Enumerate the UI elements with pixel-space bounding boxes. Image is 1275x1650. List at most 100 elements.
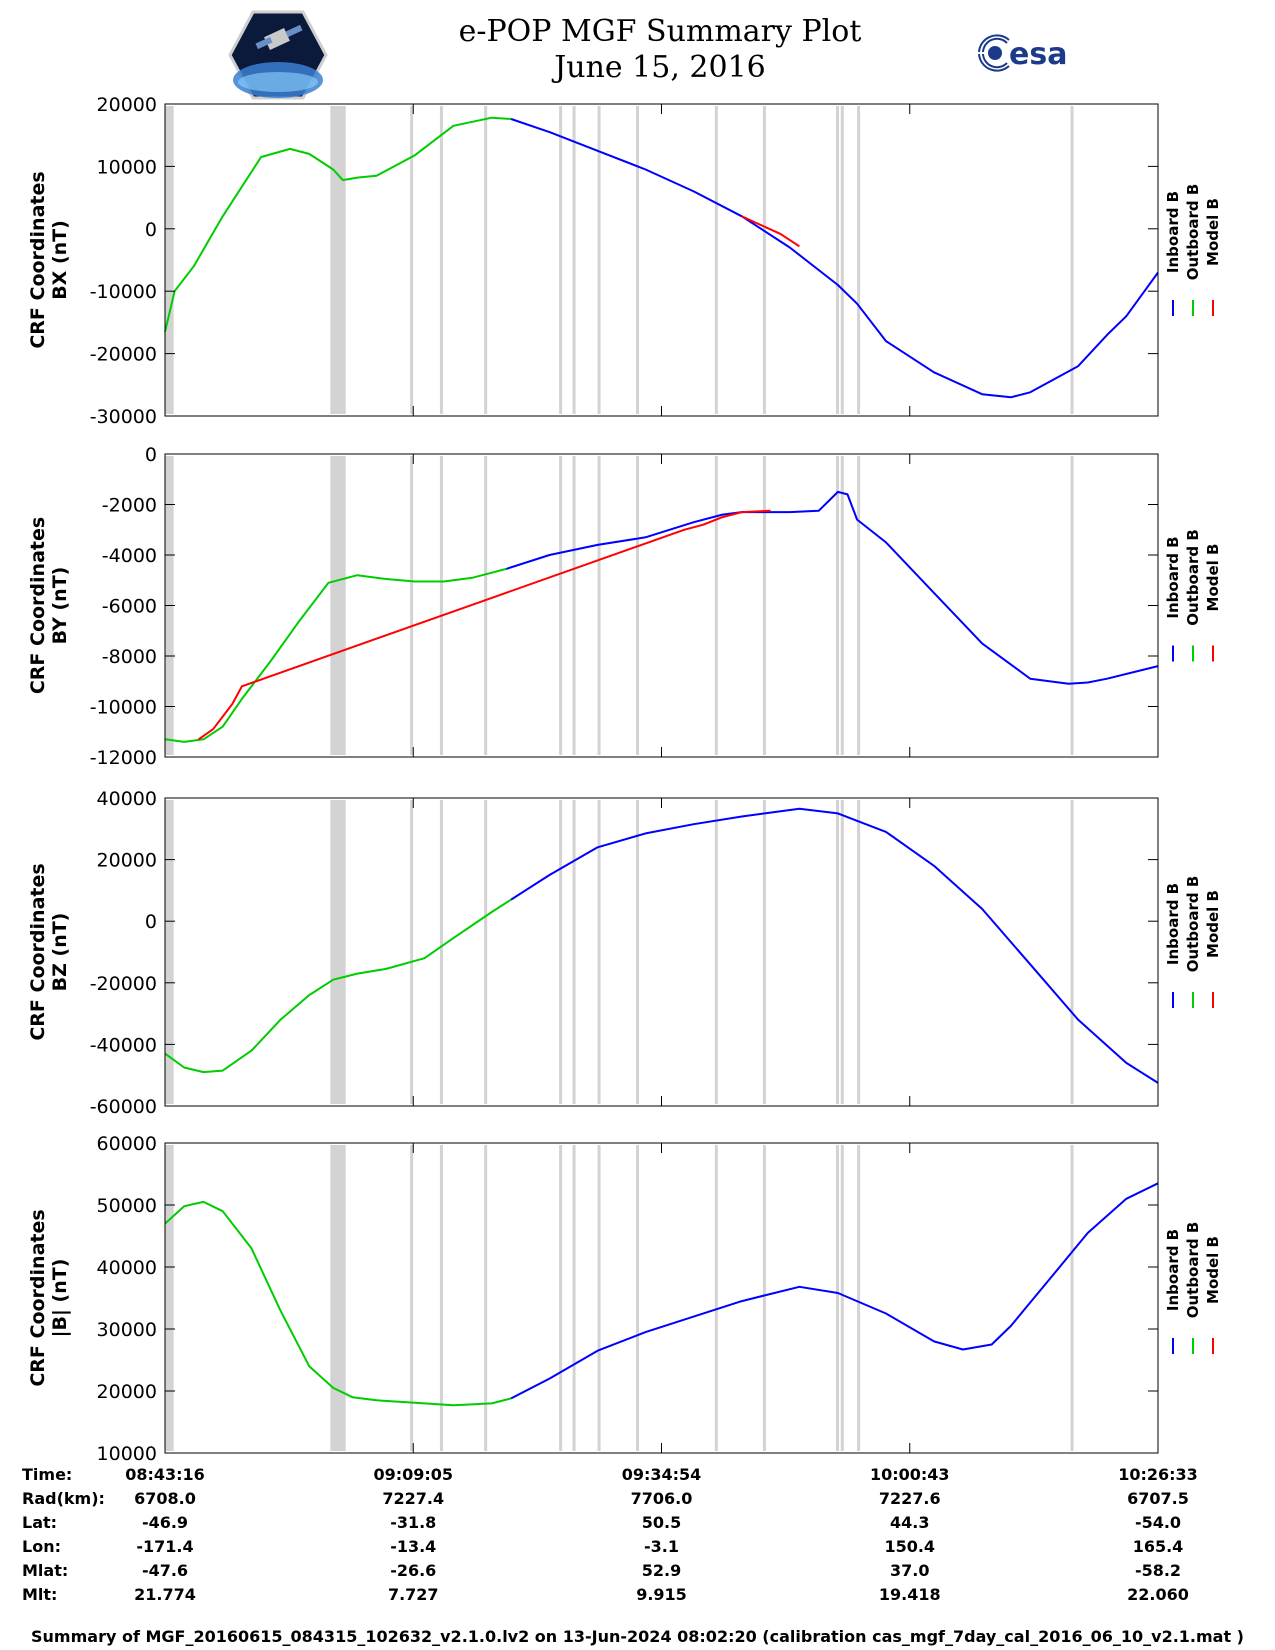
legend-label: Outboard B bbox=[1184, 1222, 1202, 1319]
plot-frame bbox=[164, 1142, 1159, 1454]
orbit-table-cell: 09:09:05 bbox=[373, 1465, 453, 1484]
data-gap-band bbox=[835, 800, 839, 1104]
orbit-table: Time: Rad(km): Lat: Lon: Mlat: Mlt: 08:43:16 67… bbox=[22, 1465, 1198, 1604]
data-gap-band bbox=[165, 800, 174, 1104]
data-gap-band bbox=[559, 456, 563, 755]
data-gap-band bbox=[597, 800, 601, 1104]
footer-note: Summary of MGF_20160615_084315_102632_v2… bbox=[31, 1627, 1244, 1646]
data-gap-band bbox=[410, 106, 414, 414]
data-gap-band bbox=[762, 800, 766, 1104]
series-line-inboard-b bbox=[505, 490, 1159, 685]
legend-label: Model B bbox=[1204, 198, 1222, 266]
y-tick-label: -40000 bbox=[90, 1034, 157, 1056]
y-tick-label: -2000 bbox=[102, 495, 157, 517]
y-axis-label-line: CRF Coordinates bbox=[27, 863, 49, 1040]
orbit-row-label: Time: bbox=[22, 1465, 72, 1484]
chart-panel-1: -30000 -20000 -10000 0 10000 20000 CRF Coordin… bbox=[27, 94, 1159, 428]
orbit-table-cell: -46.9 bbox=[142, 1513, 188, 1532]
y-tick-label: 20000 bbox=[97, 1381, 157, 1403]
orbit-table-cell: -13.4 bbox=[390, 1537, 436, 1556]
data-gap-band bbox=[597, 106, 601, 414]
y-tick-label: 10000 bbox=[97, 1443, 157, 1465]
y-tick-label: 60000 bbox=[97, 1133, 157, 1155]
legend-label: Model B bbox=[1204, 544, 1222, 612]
data-gap-band bbox=[840, 106, 844, 414]
data-gap-band bbox=[857, 800, 861, 1104]
esa-logo: esa bbox=[975, 30, 1095, 75]
y-tick-label: -6000 bbox=[102, 596, 157, 618]
data-gap-band bbox=[762, 456, 766, 755]
y-axis-label-line: BX (nT) bbox=[49, 220, 71, 300]
data-gap-band bbox=[572, 1145, 576, 1451]
series-line-inboard-b bbox=[510, 1182, 1159, 1400]
data-gap-band bbox=[857, 106, 861, 414]
y-tick-label: 0 bbox=[145, 911, 157, 933]
y-axis-label-line: |B| (nT) bbox=[49, 1259, 71, 1338]
legend-label: Inboard B bbox=[1164, 1229, 1182, 1311]
data-gap-band bbox=[714, 106, 718, 414]
y-axis-label-line: CRF Coordinates bbox=[27, 1209, 49, 1386]
y-axis-label: CRF CoordinatesBY (nT) bbox=[27, 517, 71, 694]
data-gap-band bbox=[597, 1145, 601, 1451]
legend-label: Outboard B bbox=[1184, 184, 1202, 281]
data-gap-band bbox=[330, 1145, 346, 1451]
y-tick-label: -60000 bbox=[90, 1096, 157, 1118]
y-tick-label: -8000 bbox=[102, 646, 157, 668]
data-gap-band bbox=[165, 106, 174, 414]
orbit-table-cell: 10:00:43 bbox=[870, 1465, 950, 1484]
data-gap-band bbox=[840, 800, 844, 1104]
y-tick-label: 10000 bbox=[97, 156, 157, 178]
chart-panel-4: 10000 20000 30000 40000 50000 60000 CRF Coordi… bbox=[27, 1133, 1159, 1465]
orbit-table-cell: 22.060 bbox=[1127, 1585, 1189, 1604]
orbit-table-cell: 7227.6 bbox=[879, 1489, 941, 1508]
data-gap-band bbox=[330, 456, 346, 755]
series-line-outboard-b bbox=[164, 1200, 512, 1407]
legend: Inboard B Outboard B Model B bbox=[1164, 529, 1222, 662]
data-gap-band bbox=[857, 456, 861, 755]
chart-panel-2: -12000 -10000 -8000 -6000 -4000 -2000 0 CRF Coo… bbox=[27, 444, 1159, 769]
series-line-outboard-b bbox=[164, 898, 512, 1074]
data-gap-band bbox=[439, 456, 443, 755]
orbit-row-label: Rad(km): bbox=[22, 1489, 105, 1508]
y-tick-label: -4000 bbox=[102, 545, 157, 567]
data-gap-band bbox=[484, 800, 488, 1104]
orbit-table-cell: 19.418 bbox=[879, 1585, 941, 1604]
y-axis-label: CRF Coordinates|B| (nT) bbox=[27, 1209, 71, 1386]
y-tick-label: 20000 bbox=[97, 94, 157, 116]
orbit-table-cell: -171.4 bbox=[136, 1537, 193, 1556]
legend-label: Model B bbox=[1204, 890, 1222, 958]
series-line-model-b bbox=[198, 509, 771, 741]
data-gap-band bbox=[762, 1145, 766, 1451]
data-gap-band bbox=[636, 106, 640, 414]
plot-frame bbox=[164, 103, 1159, 417]
data-gap-band bbox=[484, 456, 488, 755]
data-gap-band bbox=[857, 1145, 861, 1451]
y-tick-label: 0 bbox=[145, 444, 157, 466]
data-gap-band bbox=[572, 800, 576, 1104]
plot-date: June 15, 2016 bbox=[554, 50, 766, 85]
data-gap-band bbox=[835, 456, 839, 755]
y-tick-label: -12000 bbox=[90, 747, 157, 769]
legend: Inboard B Outboard B Model B bbox=[1164, 1222, 1222, 1354]
orbit-table-cell: 10:26:33 bbox=[1118, 1465, 1198, 1484]
orbit-table-cell: 52.9 bbox=[642, 1561, 681, 1580]
y-tick-label: -20000 bbox=[90, 973, 157, 995]
y-tick-label: 40000 bbox=[97, 1257, 157, 1279]
y-axis-label-line: BZ (nT) bbox=[49, 913, 71, 992]
data-gap-band bbox=[330, 800, 346, 1104]
y-tick-label: -20000 bbox=[90, 344, 157, 366]
orbit-row-label: Lon: bbox=[22, 1537, 61, 1556]
y-tick-label: -30000 bbox=[90, 406, 157, 428]
orbit-table-cell: 08:43:16 bbox=[125, 1465, 205, 1484]
y-tick-label: 50000 bbox=[97, 1195, 157, 1217]
data-gap-band bbox=[597, 456, 601, 755]
y-tick-label: -10000 bbox=[90, 281, 157, 303]
plot-frame bbox=[164, 797, 1159, 1107]
plot-title: e-POP MGF Summary Plot bbox=[458, 14, 862, 49]
orbit-table-cell: -31.8 bbox=[390, 1513, 436, 1532]
y-axis-label-line: CRF Coordinates bbox=[27, 517, 49, 694]
data-gap-band bbox=[714, 456, 718, 755]
orbit-table-cell: 44.3 bbox=[890, 1513, 929, 1532]
